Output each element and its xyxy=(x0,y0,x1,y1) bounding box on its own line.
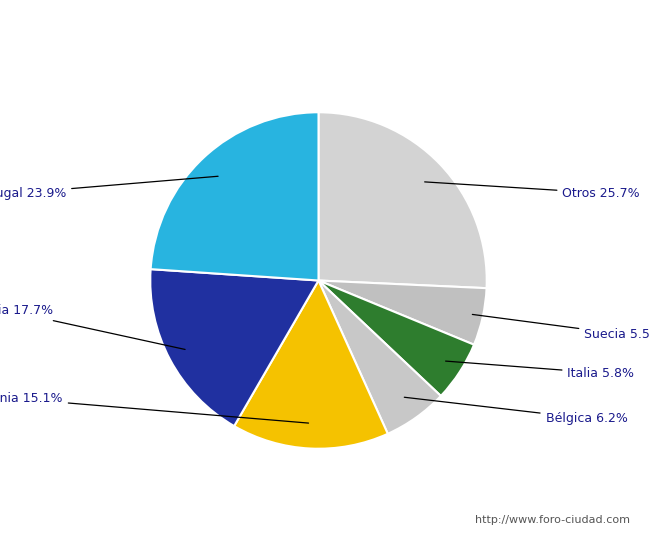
Text: Francia 17.7%: Francia 17.7% xyxy=(0,304,185,349)
Wedge shape xyxy=(150,269,318,426)
Text: Italia 5.8%: Italia 5.8% xyxy=(446,361,634,380)
Text: Bélgica 6.2%: Bélgica 6.2% xyxy=(404,397,627,425)
Text: Suecia 5.5%: Suecia 5.5% xyxy=(473,315,650,341)
Wedge shape xyxy=(234,280,388,449)
Wedge shape xyxy=(151,112,318,280)
Text: Alemania 15.1%: Alemania 15.1% xyxy=(0,392,309,423)
Wedge shape xyxy=(318,280,441,434)
Text: Portugal 23.9%: Portugal 23.9% xyxy=(0,176,218,200)
Text: http://www.foro-ciudad.com: http://www.foro-ciudad.com xyxy=(476,515,630,525)
Wedge shape xyxy=(318,112,487,288)
Wedge shape xyxy=(318,280,487,345)
Wedge shape xyxy=(318,280,474,396)
Text: Otros 25.7%: Otros 25.7% xyxy=(424,182,640,200)
Text: Cañizal - Turistas extranjeros según país - Octubre de 2024: Cañizal - Turistas extranjeros según paí… xyxy=(67,13,583,32)
